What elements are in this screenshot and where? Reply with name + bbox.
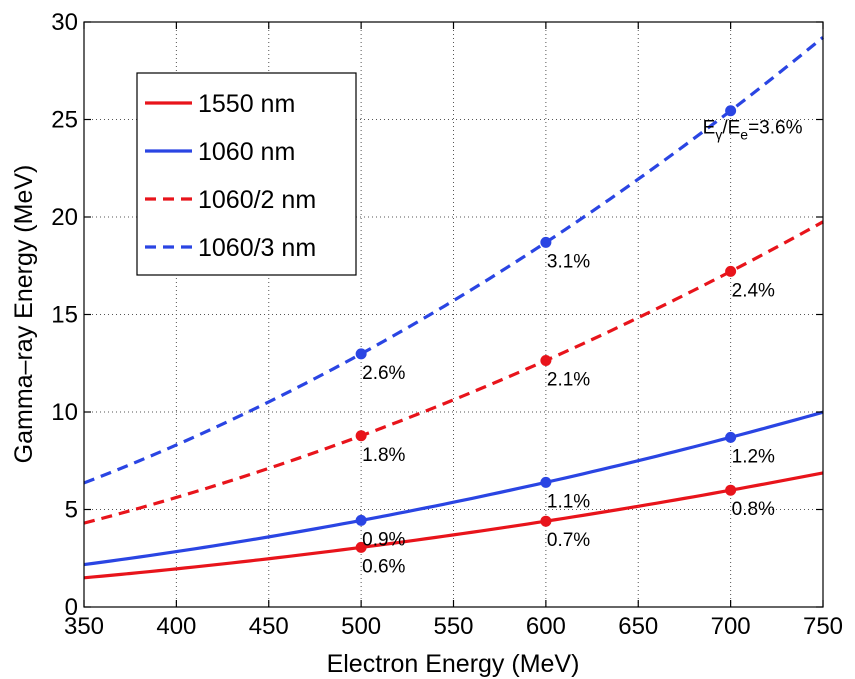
tick-labels: 350 400 450 500 550 600 650 700 750 0 5 10 15 20 25 30 — [51, 9, 843, 640]
data-point-1-0 — [355, 514, 367, 526]
grid — [84, 22, 823, 607]
point-label-3-2: Eγ/Ee=3.6% — [703, 118, 803, 143]
y-tick-label: 0 — [65, 594, 78, 621]
point-label-2-1: 2.1% — [547, 370, 590, 391]
legend-label-0: 1550 nm — [198, 90, 295, 118]
x-tick-label: 700 — [711, 613, 751, 640]
data-point-2-2 — [725, 265, 737, 277]
y-tick-label: 30 — [51, 9, 78, 36]
x-tick-label: 500 — [341, 613, 381, 640]
point-label-1-0: 0.9% — [362, 529, 405, 550]
point-label-0-2: 0.8% — [732, 499, 775, 520]
x-tick-label: 550 — [433, 613, 473, 640]
data-point-3-1 — [540, 236, 552, 248]
data-point-1-1 — [540, 476, 552, 488]
y-tick-label: 15 — [51, 302, 78, 329]
y-tick-label: 25 — [51, 107, 78, 134]
data-point-0-2 — [725, 484, 737, 496]
point-annotations: 0.6% 0.7% 0.8% 0.9% 1.1% 1.2% 1.8% 2.1% 2.4% 2.6%… — [362, 118, 802, 578]
legend-label-1: 1060 nm — [198, 138, 295, 166]
point-label-0-0: 0.6% — [362, 556, 405, 577]
data-point-3-2 — [725, 105, 737, 117]
series-line-0 — [83, 471, 824, 580]
legend-label-3: 1060/3 nm — [198, 234, 316, 262]
data-point-2-0 — [355, 430, 367, 442]
legend: 1550 nm 1060 nm 1060/2 nm 1060/3 nm — [136, 72, 357, 276]
data-point-0-1 — [540, 515, 552, 527]
x-tick-label: 350 — [64, 613, 104, 640]
axis-ticks — [83, 21, 824, 608]
point-label-0-1: 0.7% — [547, 530, 590, 551]
x-tick-label: 750 — [803, 613, 843, 640]
y-tick-label: 5 — [65, 497, 78, 524]
x-tick-label: 450 — [249, 613, 289, 640]
x-tick-label: 650 — [618, 613, 658, 640]
point-label-3-1: 3.1% — [547, 251, 590, 272]
series-line-1 — [83, 410, 824, 567]
x-tick-label: 600 — [526, 613, 566, 640]
data-point-2-1 — [540, 355, 552, 367]
y-axis-label: Gamma–ray Energy (MeV) — [10, 165, 38, 464]
series-line-3 — [83, 36, 825, 485]
point-label-1-2: 1.2% — [732, 446, 775, 467]
legend-label-2: 1060/2 nm — [198, 186, 316, 214]
point-label-2-0: 1.8% — [362, 445, 405, 466]
point-label-1-1: 1.1% — [547, 491, 590, 512]
y-tick-label: 20 — [51, 204, 78, 231]
x-tick-label: 400 — [156, 613, 196, 640]
data-point-1-2 — [725, 431, 737, 443]
series-line-2 — [83, 220, 824, 525]
data-markers — [355, 105, 737, 553]
legend-box — [136, 72, 357, 276]
data-point-0-0 — [355, 541, 367, 553]
point-label-3-0: 2.6% — [362, 363, 405, 384]
data-point-3-0 — [355, 348, 367, 360]
series-lines — [83, 36, 825, 580]
point-label-2-2: 2.4% — [732, 280, 775, 301]
x-axis-label: Electron Energy (MeV) — [327, 650, 580, 678]
y-tick-label: 10 — [51, 399, 78, 426]
